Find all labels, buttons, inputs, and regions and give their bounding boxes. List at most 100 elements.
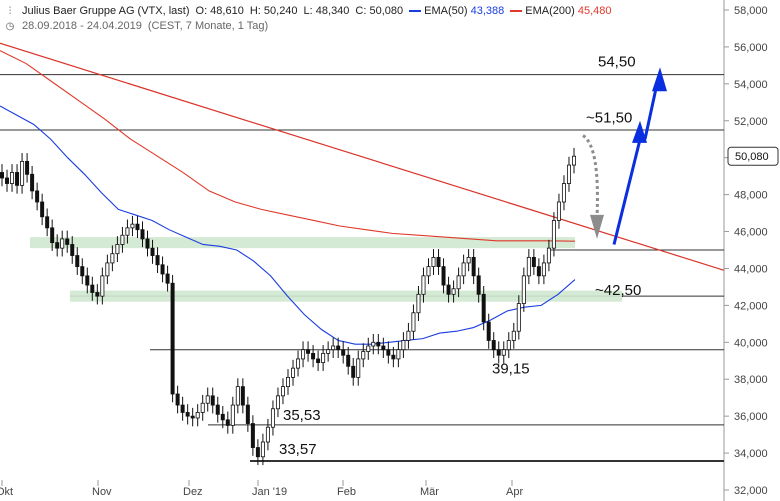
candle xyxy=(356,358,361,378)
candle xyxy=(291,367,296,378)
support-zone xyxy=(70,290,622,302)
x-tick-label: Nov xyxy=(92,486,112,498)
candle xyxy=(205,395,210,404)
candle xyxy=(85,275,90,286)
candle xyxy=(180,404,185,413)
candle xyxy=(10,172,15,184)
projection-arrow-head xyxy=(652,67,667,92)
ema200-legend: EMA(200) 45,480 xyxy=(510,4,612,19)
projection-arrow xyxy=(612,135,643,245)
y-tick-label: 32,000 xyxy=(734,485,768,497)
candle xyxy=(456,275,461,290)
candle xyxy=(230,404,235,426)
candle xyxy=(406,330,411,341)
candle xyxy=(336,345,341,351)
ema50-legend-swatch xyxy=(409,10,422,13)
candle xyxy=(200,402,205,413)
candle xyxy=(316,358,321,364)
x-tick-label: Apr xyxy=(506,486,523,498)
candle xyxy=(426,266,431,277)
y-tick-label: 40,000 xyxy=(734,337,768,349)
ema200-line xyxy=(0,50,576,242)
y-tick-label: 46,000 xyxy=(734,227,768,239)
candle xyxy=(30,173,35,192)
candle xyxy=(225,419,230,426)
candle xyxy=(436,256,441,268)
clock-icon: ◷ xyxy=(5,21,15,32)
candle xyxy=(561,183,566,203)
candle xyxy=(501,349,506,356)
candle xyxy=(391,354,396,360)
candle xyxy=(250,423,255,448)
candle xyxy=(321,352,326,364)
candle xyxy=(476,275,481,295)
candle xyxy=(20,160,25,186)
ema50-legend: EMA(50) 43,388 xyxy=(409,4,504,19)
candle xyxy=(125,227,130,236)
candle xyxy=(376,341,381,347)
candle xyxy=(115,244,120,255)
candle xyxy=(411,312,416,332)
candle xyxy=(496,349,501,356)
candle xyxy=(361,351,366,360)
candle xyxy=(346,354,351,367)
candle xyxy=(165,273,170,284)
candle xyxy=(100,275,105,297)
price-annotation: 54,50 xyxy=(598,53,636,70)
x-tick-label: Feb xyxy=(337,486,356,498)
candle xyxy=(15,172,20,186)
ema200-legend-swatch xyxy=(510,10,523,13)
candle xyxy=(285,376,290,388)
candle xyxy=(526,256,531,277)
chart-header: ⫶ Julius Baer Gruppe AG (VTX, last) O: 4… xyxy=(4,4,612,34)
candle xyxy=(521,275,526,304)
candle xyxy=(110,253,115,264)
last-price-label: 50,080 xyxy=(735,151,769,163)
price-annotation: 35,53 xyxy=(283,407,321,424)
ema50-legend-label: EMA(50) xyxy=(424,5,468,17)
ema50-legend-value: 43,388 xyxy=(470,5,505,17)
candle xyxy=(235,386,240,406)
candle xyxy=(466,256,471,264)
candle xyxy=(120,234,125,245)
candle xyxy=(210,395,215,406)
candle xyxy=(311,352,316,360)
candle xyxy=(270,408,275,428)
candle xyxy=(541,262,546,277)
instrument-name: Julius Baer Gruppe AG (VTX, last) xyxy=(22,5,190,17)
candle xyxy=(331,345,336,351)
candle xyxy=(35,190,40,203)
y-tick-label: 52,000 xyxy=(734,116,768,128)
candle xyxy=(260,441,265,458)
candle xyxy=(481,293,486,323)
candle xyxy=(55,242,60,249)
candle xyxy=(255,447,260,458)
high-value: H: 50,240 xyxy=(249,5,298,17)
candle xyxy=(572,155,577,166)
candle xyxy=(491,340,496,351)
candle xyxy=(175,393,180,406)
ema200-legend-value: 45,480 xyxy=(577,5,612,17)
x-tick-label: Mär xyxy=(420,486,439,498)
candle xyxy=(401,340,406,351)
open-value: O: 48,610 xyxy=(195,5,244,17)
date-range: 28.09.2018 - 24.04.2019 xyxy=(22,20,142,32)
candle xyxy=(280,386,285,397)
candle xyxy=(421,275,426,295)
candle xyxy=(506,340,511,351)
candle xyxy=(135,223,140,231)
candle xyxy=(155,255,160,266)
candle xyxy=(451,288,456,295)
dotted-arrow-head xyxy=(590,214,604,239)
candle xyxy=(431,256,436,268)
candle xyxy=(45,216,50,229)
candle xyxy=(536,266,541,277)
projection-arrow-head xyxy=(632,120,647,143)
candle xyxy=(471,256,476,277)
candle xyxy=(416,293,421,314)
candle xyxy=(140,229,145,240)
price-annotation: ~51,50 xyxy=(586,110,632,127)
candle xyxy=(75,255,80,268)
y-tick-label: 42,000 xyxy=(734,300,768,312)
